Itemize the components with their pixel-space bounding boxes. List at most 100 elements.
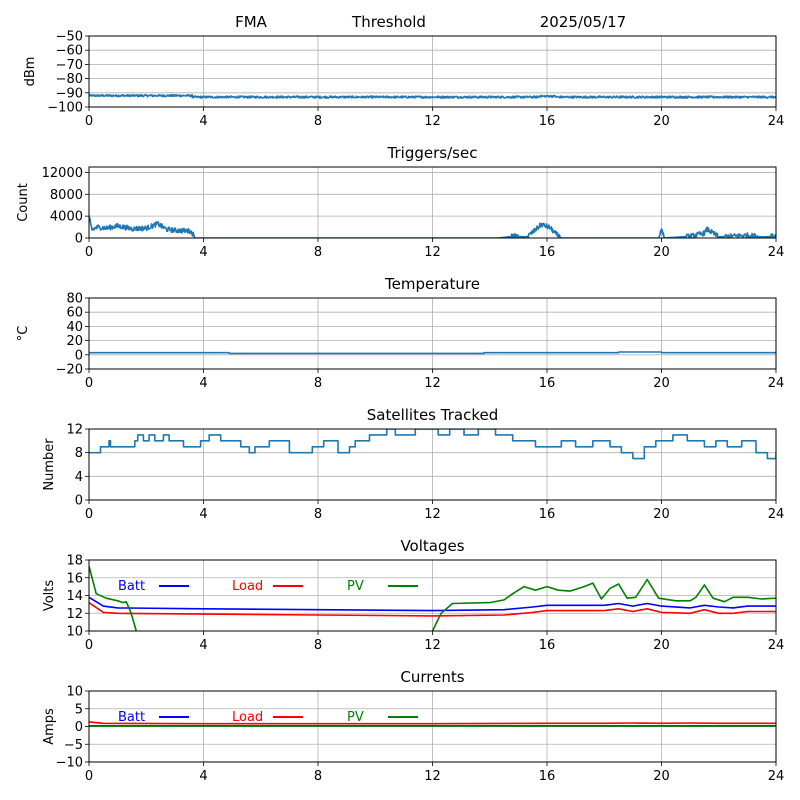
x-tick-label: 8 [314, 114, 322, 129]
x-tick-label: 20 [653, 507, 670, 522]
chart-panel-2: 0 4 8 12 16 20 24 0 4000 8000 12000 Triggers/sec Cou… [16, 144, 784, 260]
x-tick-label: 8 [314, 376, 322, 391]
y-tick-label: 10 [66, 685, 83, 700]
y-tick-label: 12000 [42, 166, 83, 181]
panel-title: Voltages [400, 537, 464, 555]
x-tick-label: 16 [539, 638, 556, 653]
x-tick-label: 4 [199, 507, 207, 522]
x-tick-label: 24 [768, 376, 785, 391]
x-tick-label: 4 [199, 638, 207, 653]
y-tick-label: −20 [56, 363, 83, 378]
x-tick-label: 8 [314, 245, 322, 260]
header-date: 2025/05/17 [540, 13, 626, 31]
legend-label: Batt [118, 579, 145, 594]
x-tick-label: 24 [768, 769, 785, 784]
panel-title: Temperature [384, 275, 480, 293]
series-group [89, 429, 776, 460]
series-line-1 [89, 215, 776, 238]
x-tick-label: 4 [199, 376, 207, 391]
y-axis-label: Volts [42, 580, 57, 612]
chart-panel-4: 0 4 8 12 16 20 24 0 4 8 12 Satellites Tracked Number [42, 406, 784, 522]
x-tick-label: 12 [424, 769, 441, 784]
x-tick-label: 12 [424, 507, 441, 522]
series-line-pv-segment-2 [431, 578, 776, 631]
y-axis-label: Amps [42, 708, 57, 745]
series-line-batt [89, 596, 776, 612]
series-line-1 [89, 351, 776, 355]
legend-item-batt: Batt [118, 579, 189, 594]
y-tick-label: −100 [47, 101, 83, 116]
y-tick-label: −5 [64, 738, 83, 753]
panel-title: Currents [400, 668, 464, 686]
chart-panel-6: 0 4 8 12 16 20 24 −10 −5 0 5 10 Currents Amps Batt Load… [42, 668, 784, 784]
y-tick-label: 0 [75, 348, 83, 363]
y-tick-label: 12 [66, 423, 83, 438]
x-tick-label: 4 [199, 769, 207, 784]
x-tick-label: 12 [424, 114, 441, 129]
y-tick-label: 14 [66, 589, 83, 604]
x-tick-label: 12 [424, 245, 441, 260]
series-line-1 [89, 93, 776, 99]
y-tick-label: −90 [56, 86, 83, 101]
y-tick-label: 5 [75, 702, 83, 717]
panel-title: Satellites Tracked [367, 406, 498, 424]
x-tick-label: 16 [539, 245, 556, 260]
x-tick-label: 12 [424, 638, 441, 653]
x-tick-label: 20 [653, 769, 670, 784]
header-station: FMA [235, 13, 268, 31]
x-tick-label: 12 [424, 376, 441, 391]
series-group [89, 93, 776, 99]
series-group [89, 215, 776, 238]
legend-item-pv: PV [347, 710, 418, 725]
x-tick-label: 16 [539, 114, 556, 129]
y-tick-label: 20 [66, 334, 83, 349]
x-tick-label: 20 [653, 376, 670, 391]
y-tick-label: −70 [56, 58, 83, 73]
legend-item-load: Load [232, 579, 303, 594]
x-tick-label: 24 [768, 245, 785, 260]
x-tick-label: 4 [199, 245, 207, 260]
legend-label: Load [232, 710, 263, 725]
x-tick-label: 0 [85, 769, 93, 784]
x-tick-label: 16 [539, 376, 556, 391]
y-tick-label: 60 [66, 306, 83, 321]
series-group [89, 565, 776, 631]
y-tick-label: −10 [56, 756, 83, 771]
x-tick-label: 0 [85, 507, 93, 522]
series-line-load [89, 721, 776, 725]
legend-label: PV [347, 710, 364, 725]
y-tick-label: 8 [75, 446, 83, 461]
x-tick-label: 8 [314, 769, 322, 784]
y-tick-label: −60 [56, 44, 83, 59]
x-tick-label: 16 [539, 769, 556, 784]
chart-panel-5: 0 4 8 12 16 20 24 10 12 14 16 18 Voltages Volts Batt Lo… [42, 537, 784, 653]
legend-label: Batt [118, 710, 145, 725]
x-tick-label: 0 [85, 638, 93, 653]
header-mode: Threshold [351, 13, 426, 31]
x-tick-label: 20 [653, 638, 670, 653]
y-tick-label: 16 [66, 571, 83, 586]
y-tick-label: 0 [75, 494, 83, 509]
y-axis-label: dBm [23, 57, 38, 87]
chart-panel-1: 0 4 8 12 16 20 24 −100−90−80−70−60−50 dBm [23, 30, 784, 130]
figure-header: FMA Threshold 2025/05/17 [235, 13, 626, 31]
legend-item-load: Load [232, 710, 303, 725]
x-tick-label: 0 [85, 376, 93, 391]
series-group [89, 351, 776, 355]
x-tick-label: 20 [653, 114, 670, 129]
x-tick-label: 16 [539, 507, 556, 522]
y-tick-label: 0 [75, 232, 83, 247]
y-axis-label: °C [16, 326, 31, 342]
series-group [89, 721, 776, 727]
y-tick-label: −50 [56, 30, 83, 45]
x-tick-label: 24 [768, 114, 785, 129]
y-tick-label: 40 [66, 320, 83, 335]
legend-item-batt: Batt [118, 710, 189, 725]
x-tick-label: 4 [199, 114, 207, 129]
y-tick-label: 18 [66, 554, 83, 569]
legend-item-pv: PV [347, 579, 418, 594]
y-tick-label: 4 [75, 470, 83, 485]
y-tick-label: 10 [66, 625, 83, 640]
